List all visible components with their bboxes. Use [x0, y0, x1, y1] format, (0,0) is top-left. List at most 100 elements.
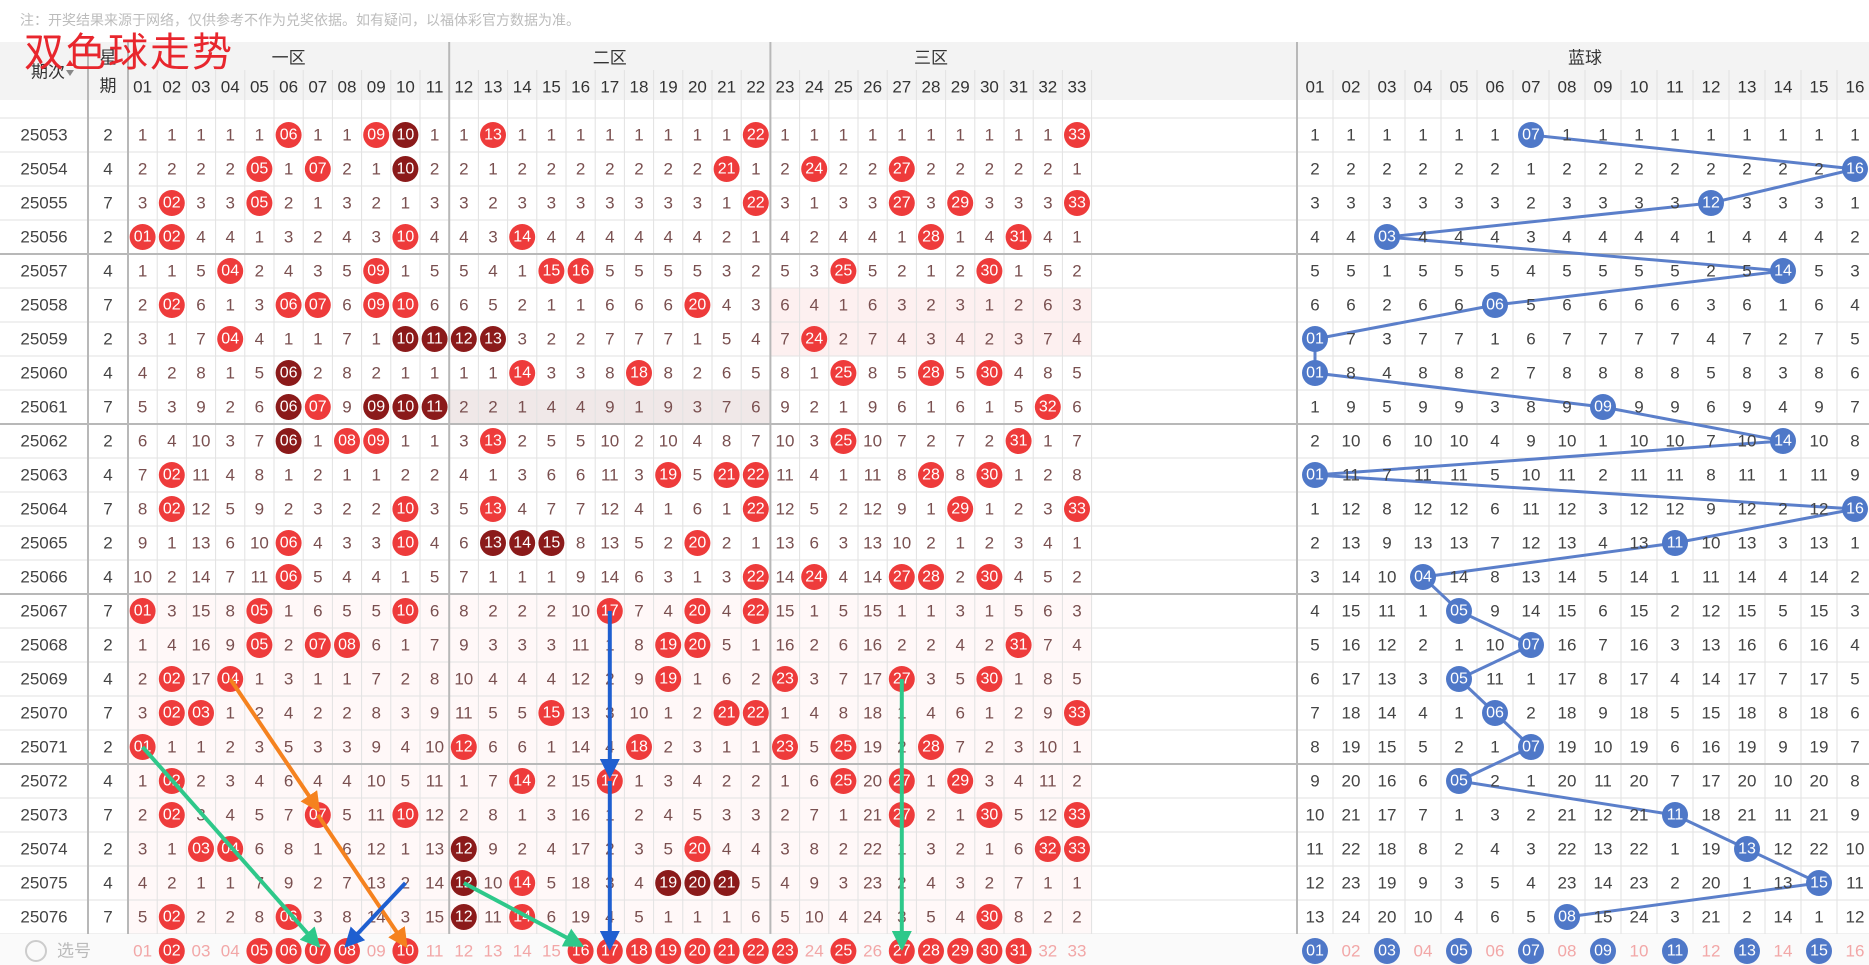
red-ball-number: 33	[1068, 127, 1086, 144]
blue-ball-number: 03	[1378, 229, 1396, 246]
pick-blue-ball[interactable]	[1590, 938, 1616, 964]
red-ball	[275, 394, 302, 420]
pick-red-ball[interactable]	[976, 938, 1003, 964]
blue-omission-count: 13	[1306, 908, 1325, 927]
pick-red-ball[interactable]	[947, 938, 974, 964]
pick-blue-ball[interactable]	[1446, 938, 1472, 964]
zone-header-4: 蓝球	[1568, 49, 1602, 68]
blue-omission-count: 16	[1558, 636, 1577, 655]
select-label[interactable]: 选号	[57, 942, 91, 961]
omission-count: 4	[547, 670, 556, 689]
blue-omission-count: 5	[1850, 670, 1859, 689]
red-ball-number: 23	[776, 671, 794, 688]
table-row: 25057 4 1 1 5 04 2 4 3 5 09 1 5 5 4 1 15 16 5 5 5 5 3 2 5 3 25 5 2 1 2…	[20, 258, 1860, 284]
blue-omission-count: 17	[1558, 670, 1577, 689]
red-ball	[772, 734, 798, 760]
omission-count: 2	[985, 534, 994, 553]
red-ball-number: 27	[893, 161, 911, 178]
blue-omission-count: 6	[1850, 364, 1859, 383]
omission-count: 5	[955, 364, 964, 383]
omission-count: 3	[926, 670, 935, 689]
pick-red-ball[interactable]	[742, 938, 769, 964]
omission-count: 8	[1043, 670, 1052, 689]
red-ball	[1064, 190, 1090, 216]
omission-count: 4	[313, 772, 322, 791]
pick-red-ball[interactable]	[626, 938, 652, 964]
blue-omission-count: 3	[1706, 296, 1715, 315]
blue-omission-count: 1	[1454, 636, 1463, 655]
red-ball	[392, 224, 419, 250]
red-ball-number: 05	[251, 195, 269, 212]
red-ball	[158, 462, 185, 488]
blue-omission-count: 11	[1702, 568, 1720, 587]
omission-count: 20	[863, 772, 882, 791]
red-ball-number: 10	[397, 603, 415, 620]
pick-blue-ball[interactable]	[1302, 938, 1328, 964]
blue-omission-count: 2	[1526, 194, 1535, 213]
omission-count: 2	[693, 160, 702, 179]
blue-omission-count: 7	[1490, 534, 1499, 553]
pick-blue-ball[interactable]	[1662, 938, 1688, 964]
red-ball-number: 19	[659, 467, 677, 484]
red-ball-number: 14	[513, 773, 531, 790]
pick-red-ball[interactable]	[684, 938, 711, 964]
omission-count: 2	[663, 160, 672, 179]
omission-count: 6	[430, 296, 439, 315]
pick-red-ball[interactable]	[713, 938, 740, 964]
pick-blue-ball[interactable]	[1374, 938, 1400, 964]
pick-red-ball[interactable]	[246, 938, 273, 964]
weekday: 4	[103, 262, 112, 281]
blue-omission-count: 5	[1382, 398, 1391, 417]
blue-omission-count: 2	[1310, 160, 1319, 179]
table-row: 25075 4 4 2 1 1 7 9 2 7 13 2 14 12 10 14 5 18 3 4 19 20 21 5 4 9 3…	[20, 870, 1864, 896]
omission-count: 1	[780, 772, 789, 791]
blue-omission-count: 7	[1670, 772, 1679, 791]
blue-omission-count: 22	[1558, 840, 1577, 859]
omission-count: 18	[863, 704, 882, 723]
omission-count: 3	[430, 194, 439, 213]
blue-omission-count: 9	[1598, 704, 1607, 723]
red-ball	[246, 598, 273, 624]
red-ball-number: 30	[981, 671, 999, 688]
annotation-arrow	[228, 677, 321, 813]
omission-count: 1	[955, 126, 964, 145]
red-ball-number: 32	[1039, 841, 1057, 858]
blue-omission-count: 13	[1450, 534, 1469, 553]
blue-omission-count: 3	[1742, 194, 1751, 213]
pick-blue-ball[interactable]	[1806, 938, 1832, 964]
pick-blue-ball[interactable]	[1518, 938, 1544, 964]
blue-omission-count: 4	[1814, 228, 1823, 247]
weekday: 2	[103, 636, 112, 655]
red-ball-number: 30	[981, 909, 999, 926]
omission-count: 1	[196, 738, 205, 757]
pick-red-ball[interactable]	[1005, 938, 1032, 964]
pick-red-ball[interactable]	[275, 938, 302, 964]
pick-red-ball[interactable]	[918, 938, 944, 964]
blue-omission-count: 2	[1526, 704, 1535, 723]
omission-count: 2	[985, 330, 994, 349]
red-ball-number: 09	[367, 433, 385, 450]
omission-count: 2	[401, 466, 410, 485]
omission-count: 1	[196, 874, 205, 893]
weekday: 2	[103, 432, 112, 451]
annotation-arrow	[141, 745, 321, 948]
pick-red-ball[interactable]	[830, 938, 857, 964]
select-radio-icon[interactable]	[25, 940, 47, 962]
blue-omission-count: 8	[1382, 500, 1391, 519]
omission-count: 2	[576, 330, 585, 349]
red-ball	[363, 258, 390, 284]
blue-omission-count: 20	[1558, 772, 1577, 791]
pick-red-ball[interactable]	[158, 938, 185, 964]
blue-omission-count: 14	[1738, 568, 1757, 587]
omission-count: 6	[342, 840, 351, 859]
table-row: 25073 7 2 02 3 4 5 7 07 5 11 10 12 2 8 1 3 16 1 2 4 5 3 3 2 7 1 21 2…	[20, 802, 1860, 828]
blue-omission-count: 15	[1738, 602, 1757, 621]
blue-omission-count: 18	[1378, 840, 1397, 859]
red-ball	[1064, 700, 1090, 726]
sort-arrows-icon[interactable]	[66, 60, 74, 76]
pick-red-ball[interactable]	[772, 938, 798, 964]
pick-red-ball[interactable]	[655, 938, 682, 964]
pick-blue-ball[interactable]	[1734, 938, 1760, 964]
omission-count: 3	[955, 296, 964, 315]
omission-count: 6	[868, 296, 877, 315]
